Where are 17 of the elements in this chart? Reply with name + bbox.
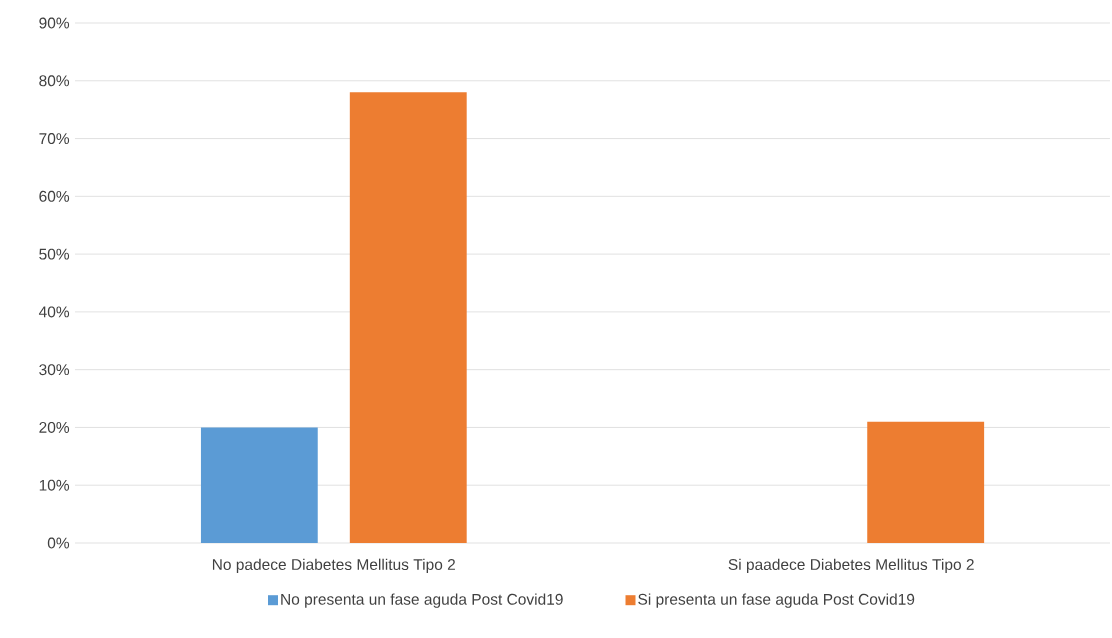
y-tick-label: 20%: [39, 421, 70, 433]
y-tick-label: 70%: [39, 133, 70, 145]
y-tick-label: 90%: [39, 17, 70, 29]
y-tick-label: 30%: [39, 364, 70, 376]
bar: [349, 92, 467, 543]
y-tick-label: 0%: [47, 537, 70, 549]
legend-label: No presenta un fase aguda Post Covid19: [281, 593, 563, 608]
y-tick-label: 40%: [38, 306, 70, 318]
x-tick-label: Si paadece Diabetes Mellitus Tipo 2: [728, 558, 974, 574]
y-tick-label: 80%: [39, 75, 70, 87]
y-tick-label: 60%: [39, 190, 70, 202]
y-tick-label: 50%: [39, 248, 70, 260]
bar: [200, 427, 318, 543]
bar: [867, 421, 985, 543]
x-tick-label: No padece Diabetes Mellitus Tipo 2: [212, 558, 455, 574]
legend-label: Si presenta un fase aguda Post Covid19: [638, 593, 915, 608]
y-tick-label: 10%: [39, 479, 70, 491]
